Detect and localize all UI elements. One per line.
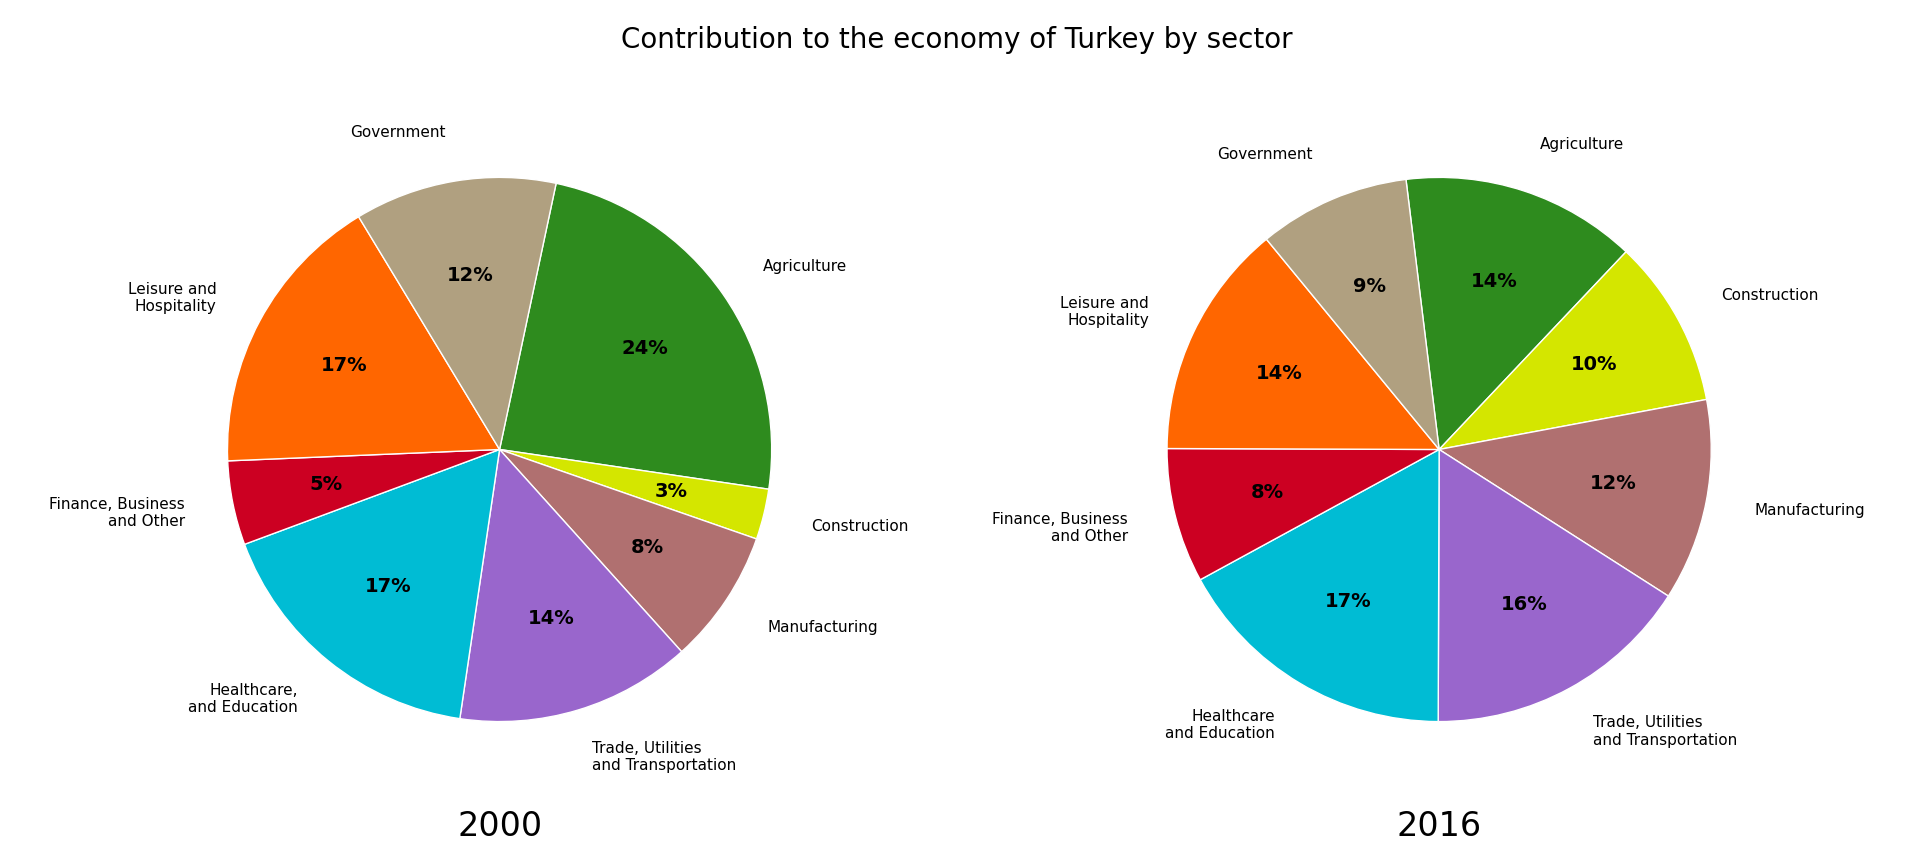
Text: Contribution to the economy of Turkey by sector: Contribution to the economy of Turkey by… <box>622 26 1292 54</box>
Text: Agriculture: Agriculture <box>764 259 848 274</box>
Wedge shape <box>1168 449 1439 580</box>
Text: Manufacturing: Manufacturing <box>1755 503 1864 518</box>
Wedge shape <box>358 177 557 449</box>
Text: Trade, Utilities
and Transportation: Trade, Utilities and Transportation <box>591 740 737 773</box>
Text: Leisure and
Hospitality: Leisure and Hospitality <box>128 282 216 314</box>
Text: 3%: 3% <box>655 482 687 501</box>
Text: Construction: Construction <box>812 519 909 533</box>
Text: 12%: 12% <box>1589 473 1636 493</box>
Wedge shape <box>1200 449 1439 722</box>
Wedge shape <box>500 183 771 490</box>
Text: Construction: Construction <box>1721 288 1818 303</box>
Wedge shape <box>1439 400 1711 596</box>
Wedge shape <box>1267 180 1439 449</box>
Text: 12%: 12% <box>446 265 494 284</box>
Wedge shape <box>500 449 769 539</box>
Wedge shape <box>228 217 500 461</box>
Text: Government: Government <box>1217 147 1313 162</box>
Text: 14%: 14% <box>1472 272 1518 291</box>
Wedge shape <box>500 449 756 651</box>
Wedge shape <box>1439 252 1707 449</box>
Text: 8%: 8% <box>1252 484 1284 502</box>
Text: 17%: 17% <box>320 356 367 376</box>
Text: Leisure and
Hospitality: Leisure and Hospitality <box>1060 295 1148 328</box>
Wedge shape <box>228 449 500 544</box>
Wedge shape <box>245 449 500 719</box>
Title: 2000: 2000 <box>457 810 542 842</box>
Text: 14%: 14% <box>528 609 574 628</box>
Text: Manufacturing: Manufacturing <box>768 620 879 634</box>
Text: 9%: 9% <box>1353 277 1386 296</box>
Text: 24%: 24% <box>622 339 668 358</box>
Text: 8%: 8% <box>630 538 664 557</box>
Text: Trade, Utilities
and Transportation: Trade, Utilities and Transportation <box>1592 715 1738 747</box>
Text: Finance, Business
and Other: Finance, Business and Other <box>50 496 186 529</box>
Title: 2016: 2016 <box>1397 810 1481 842</box>
Text: Government: Government <box>350 125 446 140</box>
Wedge shape <box>1168 239 1439 449</box>
Wedge shape <box>1437 449 1669 722</box>
Text: 17%: 17% <box>1324 591 1372 611</box>
Text: Healthcare,
and Education: Healthcare, and Education <box>188 683 297 716</box>
Text: 14%: 14% <box>1256 364 1303 383</box>
Text: 17%: 17% <box>366 578 412 597</box>
Text: 5%: 5% <box>310 475 343 494</box>
Text: Finance, Business
and Other: Finance, Business and Other <box>991 512 1127 544</box>
Text: Healthcare
and Education: Healthcare and Education <box>1166 709 1275 741</box>
Text: 16%: 16% <box>1501 595 1547 615</box>
Text: 10%: 10% <box>1571 355 1617 374</box>
Wedge shape <box>1407 177 1627 449</box>
Wedge shape <box>459 449 681 722</box>
Text: Agriculture: Agriculture <box>1539 137 1623 152</box>
